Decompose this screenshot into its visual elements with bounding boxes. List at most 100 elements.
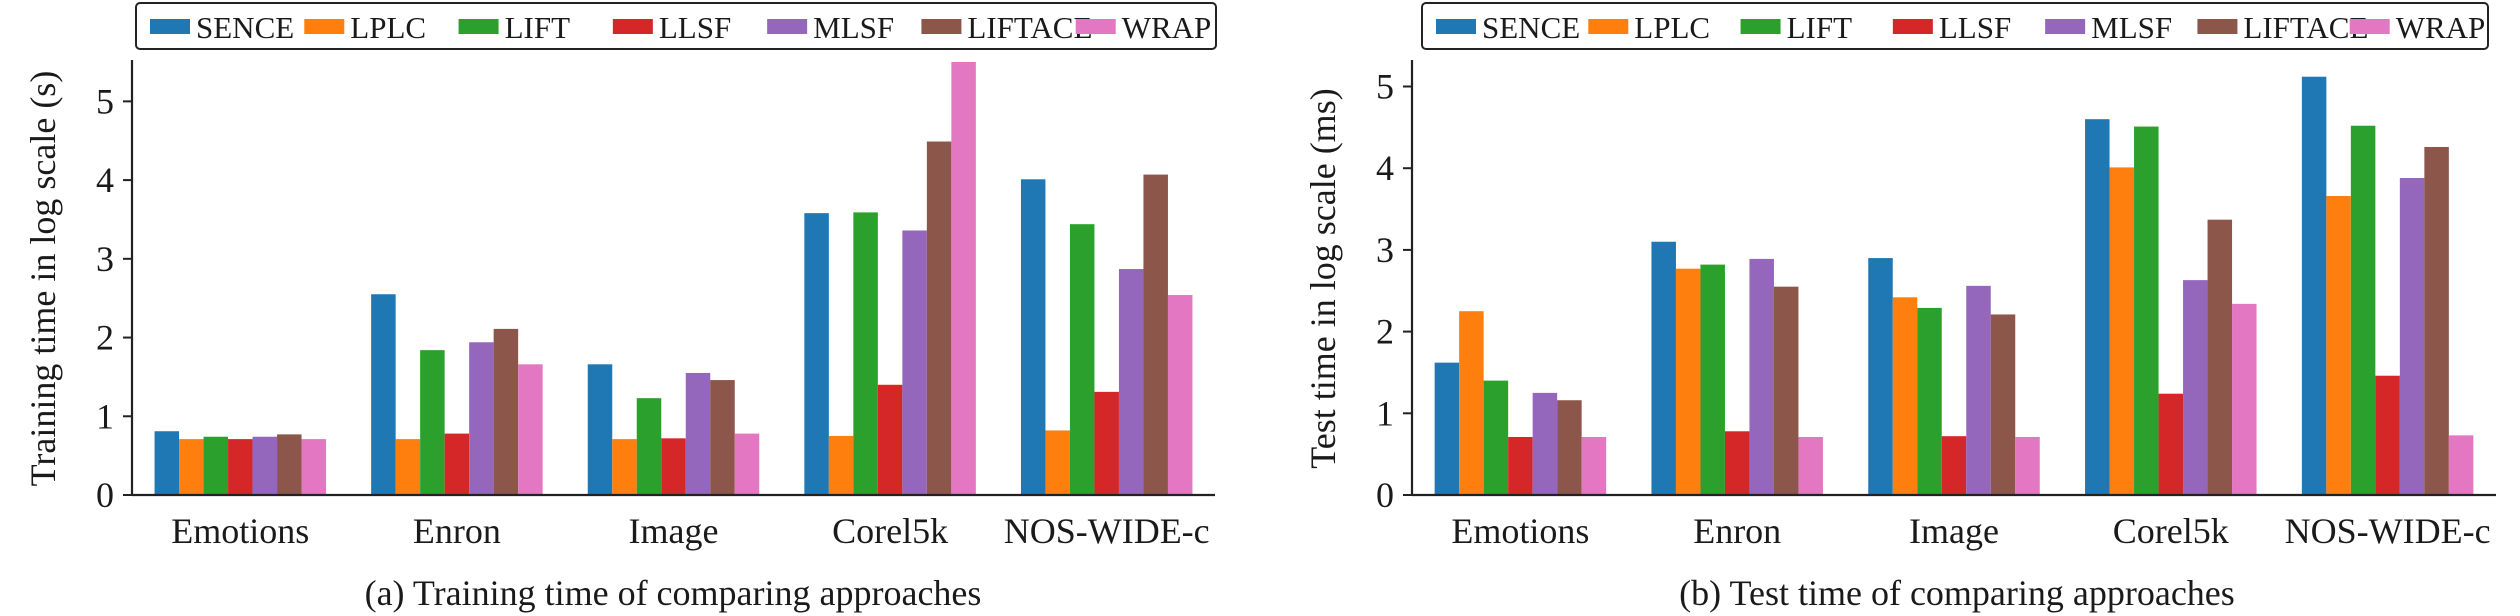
y-tick-label: 1 (1376, 393, 1394, 433)
legend-swatch-lplc (304, 19, 345, 34)
bar-mlsf-enron (469, 342, 494, 495)
bar-wrap-corel5k (2232, 303, 2257, 495)
bar-lplc-nos-wide-c (2326, 195, 2351, 496)
bar-lift-corel5k (853, 212, 878, 495)
bar-lift-enron (1700, 264, 1725, 495)
bar-llsf-emotions (228, 439, 253, 495)
x-tick-label: Emotions (171, 511, 309, 551)
legend-swatch-mlsf (2045, 19, 2086, 34)
y-tick-label: 5 (96, 81, 114, 121)
y-tick-label: 3 (96, 239, 114, 279)
legend-swatch-liftace (921, 19, 962, 34)
bar-llsf-image (1941, 436, 1967, 495)
legend-swatch-lift (458, 19, 499, 34)
bar-lplc-nos-wide-c (1045, 430, 1070, 495)
legend-label-llsf: LLSF (659, 10, 731, 45)
x-tick-label: NOS-WIDE-c (2285, 511, 2491, 551)
bar-lplc-emotions (1459, 311, 1484, 495)
bar-liftace-nos-wide-c (2424, 146, 2449, 495)
x-tick-label: Corel5k (2113, 511, 2229, 551)
legend-swatch-lift (1740, 19, 1781, 34)
x-tick-label: Emotions (1451, 511, 1589, 551)
y-axis-label: Training time in log scale (s) (23, 71, 63, 487)
bar-lplc-enron (395, 439, 421, 495)
x-tick-label: Corel5k (832, 511, 948, 551)
bar-llsf-corel5k (2158, 393, 2184, 495)
y-tick-label: 4 (96, 160, 114, 200)
bar-sence-nos-wide-c (2301, 76, 2327, 496)
panel-caption: (a) Training time of comparing approache… (365, 573, 982, 613)
bar-wrap-image (734, 433, 760, 495)
bar-wrap-enron (1798, 436, 1823, 495)
bar-mlsf-nos-wide-c (1118, 269, 1144, 495)
bar-wrap-enron (518, 364, 543, 495)
bar-lplc-emotions (179, 439, 204, 495)
legend-label-liftace: LIFTACE (967, 10, 1092, 45)
bar-lift-nos-wide-c (1069, 224, 1095, 495)
bar-sence-image (1868, 258, 1893, 495)
y-tick-label: 5 (1376, 67, 1394, 107)
x-tick-label: Enron (413, 511, 501, 551)
x-tick-label: Image (1909, 511, 1999, 551)
legend-swatch-sence (150, 19, 190, 34)
bar-lplc-enron (1675, 268, 1701, 495)
bar-liftace-nos-wide-c (1143, 174, 1168, 495)
y-tick-label: 4 (1376, 148, 1394, 188)
bar-lplc-image (612, 439, 637, 495)
legend-swatch-lplc (1588, 19, 1629, 34)
bar-lift-corel5k (2134, 126, 2159, 495)
bar-lift-image (1917, 307, 1942, 495)
bar-liftace-corel5k (926, 141, 952, 495)
bar-lift-emotions (203, 436, 229, 495)
bar-sence-enron (371, 294, 396, 495)
bar-llsf-nos-wide-c (1094, 391, 1119, 495)
legend-label-wrap: WRAP (1122, 10, 1212, 45)
bar-mlsf-enron (1749, 258, 1774, 495)
bar-wrap-emotions (1581, 436, 1607, 495)
bar-llsf-nos-wide-c (2375, 375, 2400, 495)
legend: SENCE LPLC LIFT LLSF MLSF LIFTACE WRAP (135, 2, 1217, 50)
y-axis-label: Test time in log scale (ms) (1303, 88, 1343, 468)
bar-lplc-image (1892, 297, 1918, 495)
legend: SENCE LPLC LIFT LLSF MLSF LIFTACE WRAP (1421, 2, 2489, 50)
legend-label-sence: SENCE (1482, 10, 1580, 45)
bar-wrap-corel5k (951, 62, 976, 495)
bar-mlsf-emotions (1532, 392, 1558, 495)
legend-label-mlsf: MLSF (813, 10, 894, 45)
bar-sence-corel5k (804, 213, 829, 495)
y-tick-label: 0 (96, 475, 114, 515)
bar-wrap-emotions (301, 439, 327, 495)
legend-label-lift: LIFT (1787, 10, 1853, 45)
bar-lift-emotions (1483, 380, 1509, 495)
bar-llsf-enron (444, 433, 470, 495)
bar-sence-emotions (154, 431, 180, 495)
bar-wrap-nos-wide-c (1167, 295, 1193, 495)
legend-label-lplc: LPLC (350, 10, 426, 45)
chart-panel-1: Emotions Enron Image Corel5k NOS-WIDE-c 0 1 2 3 4… (23, 2, 1217, 613)
bar-llsf-image (661, 438, 686, 495)
y-tick-label: 2 (96, 318, 114, 358)
legend-label-liftace: LIFTACE (2243, 10, 2368, 45)
y-tick-label: 0 (1376, 475, 1394, 515)
chart-panel-2: Emotions Enron Image Corel5k NOS-WIDE-c 0 1 2 3 4… (1303, 2, 2496, 613)
bar-lift-enron (420, 350, 445, 495)
legend-label-wrap: WRAP (2396, 10, 2486, 45)
bar-mlsf-nos-wide-c (2399, 178, 2425, 495)
x-tick-label: NOS-WIDE-c (1004, 511, 1210, 551)
legend-swatch-llsf (612, 19, 653, 34)
legend-label-sence: SENCE (196, 10, 294, 45)
bar-sence-enron (1651, 241, 1676, 495)
bar-sence-image (587, 364, 613, 495)
bar-mlsf-image (1966, 285, 1991, 495)
bar-lift-image (636, 398, 662, 495)
legend-swatch-llsf (1892, 19, 1933, 34)
panel-caption: (b) Test time of comparing approaches (1679, 573, 2235, 613)
bar-llsf-corel5k (877, 384, 903, 495)
bar-lift-nos-wide-c (2350, 125, 2376, 495)
bar-wrap-nos-wide-c (2448, 435, 2474, 495)
legend-label-lplc: LPLC (1634, 10, 1710, 45)
y-tick-label: 3 (1376, 230, 1394, 270)
legend-swatch-wrap (2349, 19, 2390, 34)
bar-wrap-image (2015, 436, 2040, 495)
legend-box (1421, 2, 2489, 50)
